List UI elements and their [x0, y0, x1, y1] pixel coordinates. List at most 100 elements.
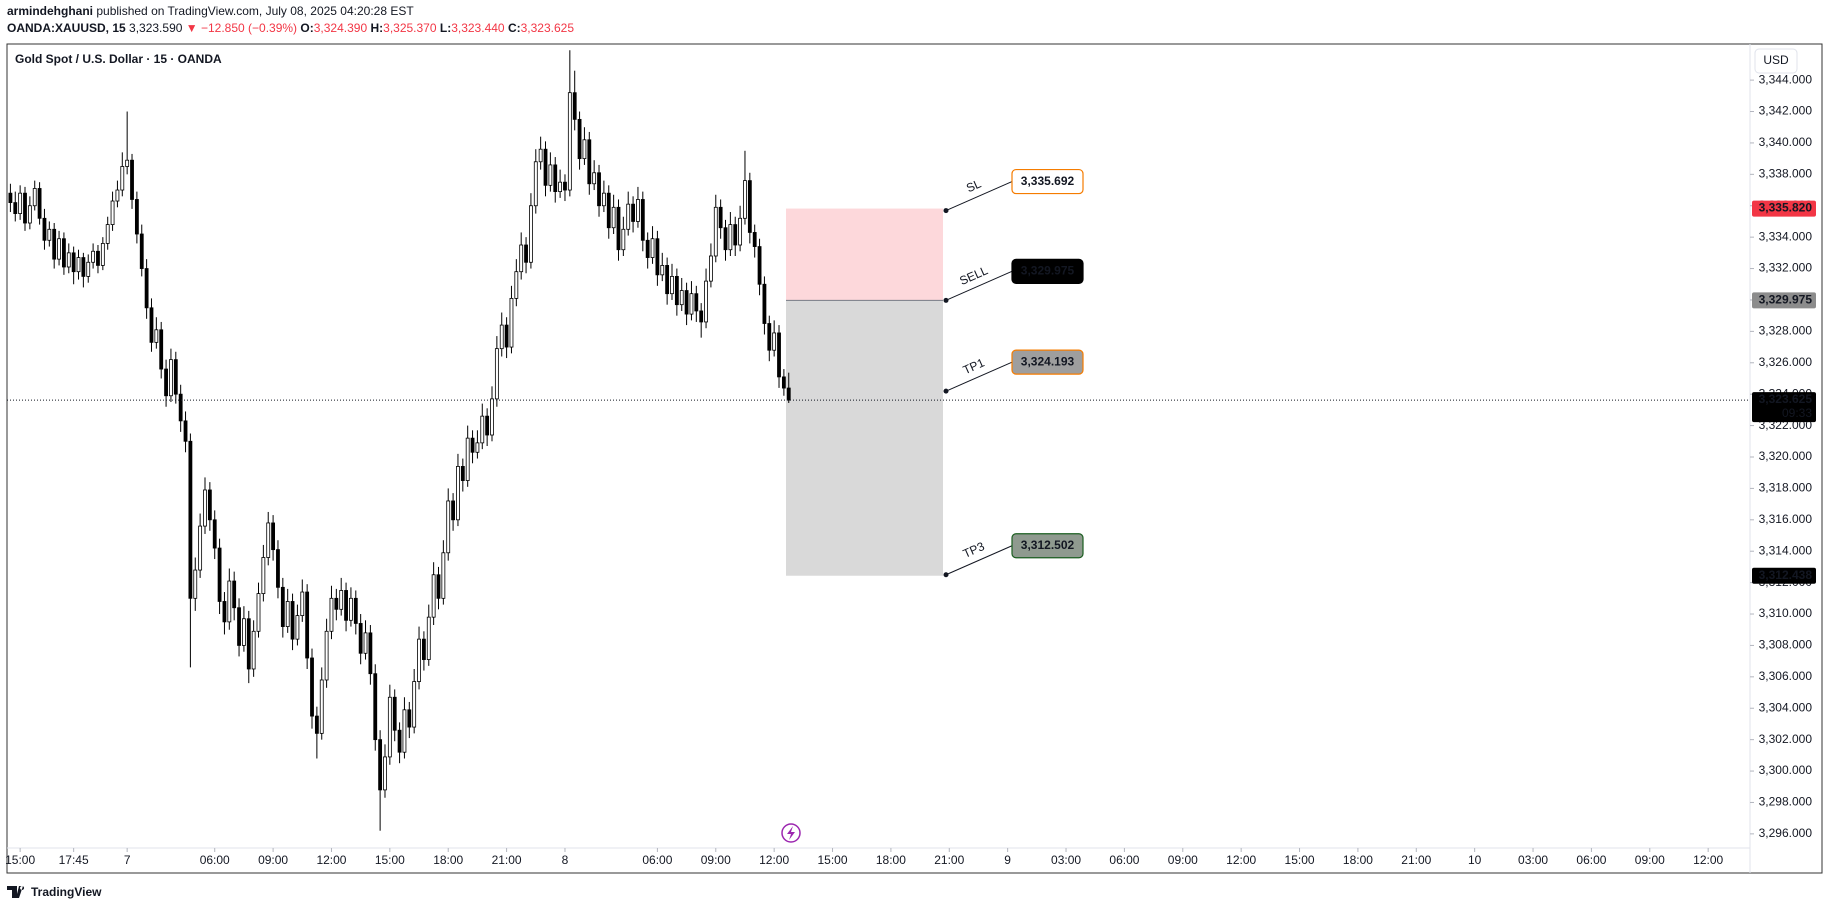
- price-tag-label: 3,323.625: [1759, 392, 1813, 406]
- x-tick-label: 03:00: [1051, 853, 1081, 867]
- x-tick-label: 17:45: [59, 853, 89, 867]
- y-tick-label: 3,318.000: [1759, 481, 1813, 495]
- candle-body: [125, 159, 130, 167]
- candle-body: [217, 547, 222, 602]
- candle-body: [198, 525, 203, 571]
- y-tick-label: 3,338.000: [1759, 167, 1813, 181]
- candle-body: [718, 206, 723, 229]
- y-tick-label: 3,340.000: [1759, 135, 1813, 149]
- candle-body: [324, 630, 329, 681]
- price-tag: [1752, 392, 1816, 423]
- candle-body: [105, 224, 110, 244]
- candle-body: [397, 729, 402, 753]
- candle-body: [577, 118, 582, 160]
- candle-body: [62, 238, 66, 268]
- callout-box: [1011, 168, 1084, 195]
- x-tick-label: 06:00: [642, 853, 672, 867]
- candle-body: [13, 202, 18, 214]
- candle-body: [100, 243, 105, 266]
- candle-body: [538, 148, 543, 163]
- x-tick-label: 21:00: [492, 853, 522, 867]
- candle-body: [368, 632, 373, 675]
- candle-body: [42, 217, 47, 241]
- candle-body: [358, 623, 363, 654]
- candle-body: [421, 638, 426, 660]
- ohlc-value: 3,323.440: [451, 21, 505, 35]
- candle-body: [417, 638, 421, 682]
- x-tick-label: 15:00: [1285, 853, 1315, 867]
- candle-body: [349, 597, 353, 621]
- symbol: OANDA:XAUUSD, 15: [7, 21, 126, 35]
- y-tick-label: 3,296.000: [1759, 826, 1813, 840]
- candle-body: [271, 522, 276, 551]
- candle-body: [665, 265, 670, 295]
- candle-body: [626, 203, 631, 230]
- x-tick-label: 21:00: [1401, 853, 1431, 867]
- candle-body: [762, 283, 767, 324]
- y-tick-label: 3,320.000: [1759, 449, 1813, 463]
- x-tick-label: 10: [1468, 853, 1482, 867]
- candle-body: [509, 297, 514, 348]
- candle-body: [738, 217, 743, 246]
- x-tick-label: 15:00: [375, 853, 405, 867]
- price-tag: [1752, 567, 1816, 584]
- candle-body: [66, 252, 71, 268]
- candle-body: [548, 164, 553, 186]
- candle-body: [363, 632, 368, 654]
- candle-body: [441, 552, 446, 599]
- y-tick-label: 3,304.000: [1759, 700, 1813, 714]
- callout-label: 3,329.975: [1021, 264, 1075, 278]
- candle-body: [514, 271, 519, 299]
- y-tick-label: 3,314.000: [1759, 543, 1813, 557]
- tv-logo: [7, 886, 25, 898]
- candle-body: [597, 172, 601, 207]
- x-tick-label: 09:00: [1635, 853, 1665, 867]
- y-tick-label: 3,344.000: [1759, 72, 1813, 86]
- candle-body: [689, 293, 694, 315]
- currency-button[interactable]: [1754, 48, 1798, 74]
- y-tick-label: 3,308.000: [1759, 638, 1813, 652]
- candle-body: [456, 466, 460, 521]
- last-price: 3,323.590: [129, 21, 183, 35]
- callout-box: [1011, 349, 1084, 375]
- candle-body: [781, 376, 786, 389]
- y-tick-label: 3,310.000: [1759, 606, 1813, 620]
- candle-body: [300, 591, 305, 616]
- candle-body: [426, 616, 431, 660]
- candle-body: [183, 420, 188, 442]
- symbol-line: OANDA:XAUUSD, 15 3,323.590 ▼ −12.850 (−0…: [7, 21, 574, 35]
- candle-body: [723, 227, 728, 251]
- candle-body: [699, 310, 704, 323]
- callout-label: 3,324.193: [1021, 354, 1075, 368]
- candle-body: [378, 739, 383, 791]
- candle-body: [772, 332, 777, 351]
- candle-body: [159, 329, 164, 370]
- candle-body: [728, 224, 733, 251]
- x-tick-label: 18:00: [433, 853, 463, 867]
- candle-body: [494, 348, 499, 400]
- ohlc-key: O:: [300, 21, 313, 35]
- candle-body: [232, 580, 237, 609]
- x-tick-label: 18:00: [876, 853, 906, 867]
- callout-dot: [943, 572, 949, 578]
- candle-body: [334, 597, 339, 610]
- candle-body: [8, 192, 13, 204]
- candle-body: [679, 290, 684, 306]
- candle-body: [251, 630, 256, 670]
- candle-body: [407, 709, 412, 728]
- y-tick-label: 3,316.000: [1759, 512, 1813, 526]
- candle-body: [120, 166, 125, 191]
- candle-body: [227, 580, 232, 623]
- candle-body: [32, 188, 37, 207]
- candle-body: [606, 192, 611, 229]
- y-tick-label: 3,328.000: [1759, 324, 1813, 338]
- candle-body: [71, 252, 76, 273]
- x-tick-label: 06:00: [1576, 853, 1606, 867]
- callout-dot: [943, 388, 949, 394]
- candle-body: [611, 206, 616, 229]
- candle-body: [57, 238, 61, 260]
- candle-body: [601, 192, 606, 207]
- legend: Gold Spot / U.S. Dollar · 15 · OANDA: [15, 52, 222, 66]
- currency[interactable]: USD: [1763, 53, 1789, 67]
- candle-body: [169, 359, 173, 397]
